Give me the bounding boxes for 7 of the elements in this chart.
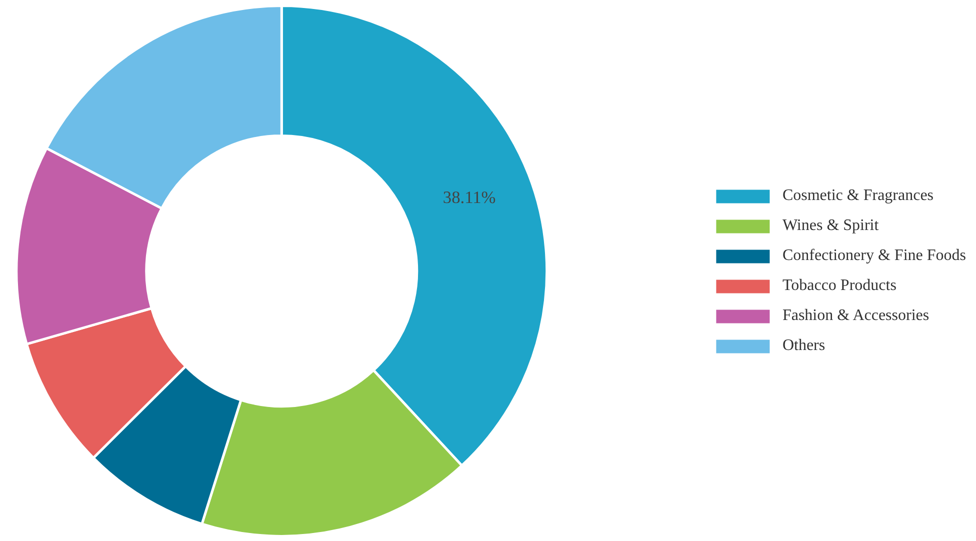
legend-label: Confectionery & Fine Foods [782, 246, 966, 264]
legend-label: Fashion & Accessories [782, 306, 930, 324]
legend-label: Tobacco Products [782, 276, 896, 294]
legend-label: Wines & Spirit [782, 216, 879, 234]
data-label: 38.11% [442, 188, 496, 207]
legend-label: Others [782, 336, 826, 354]
legend-label: Cosmetic & Fragrances [782, 186, 934, 204]
